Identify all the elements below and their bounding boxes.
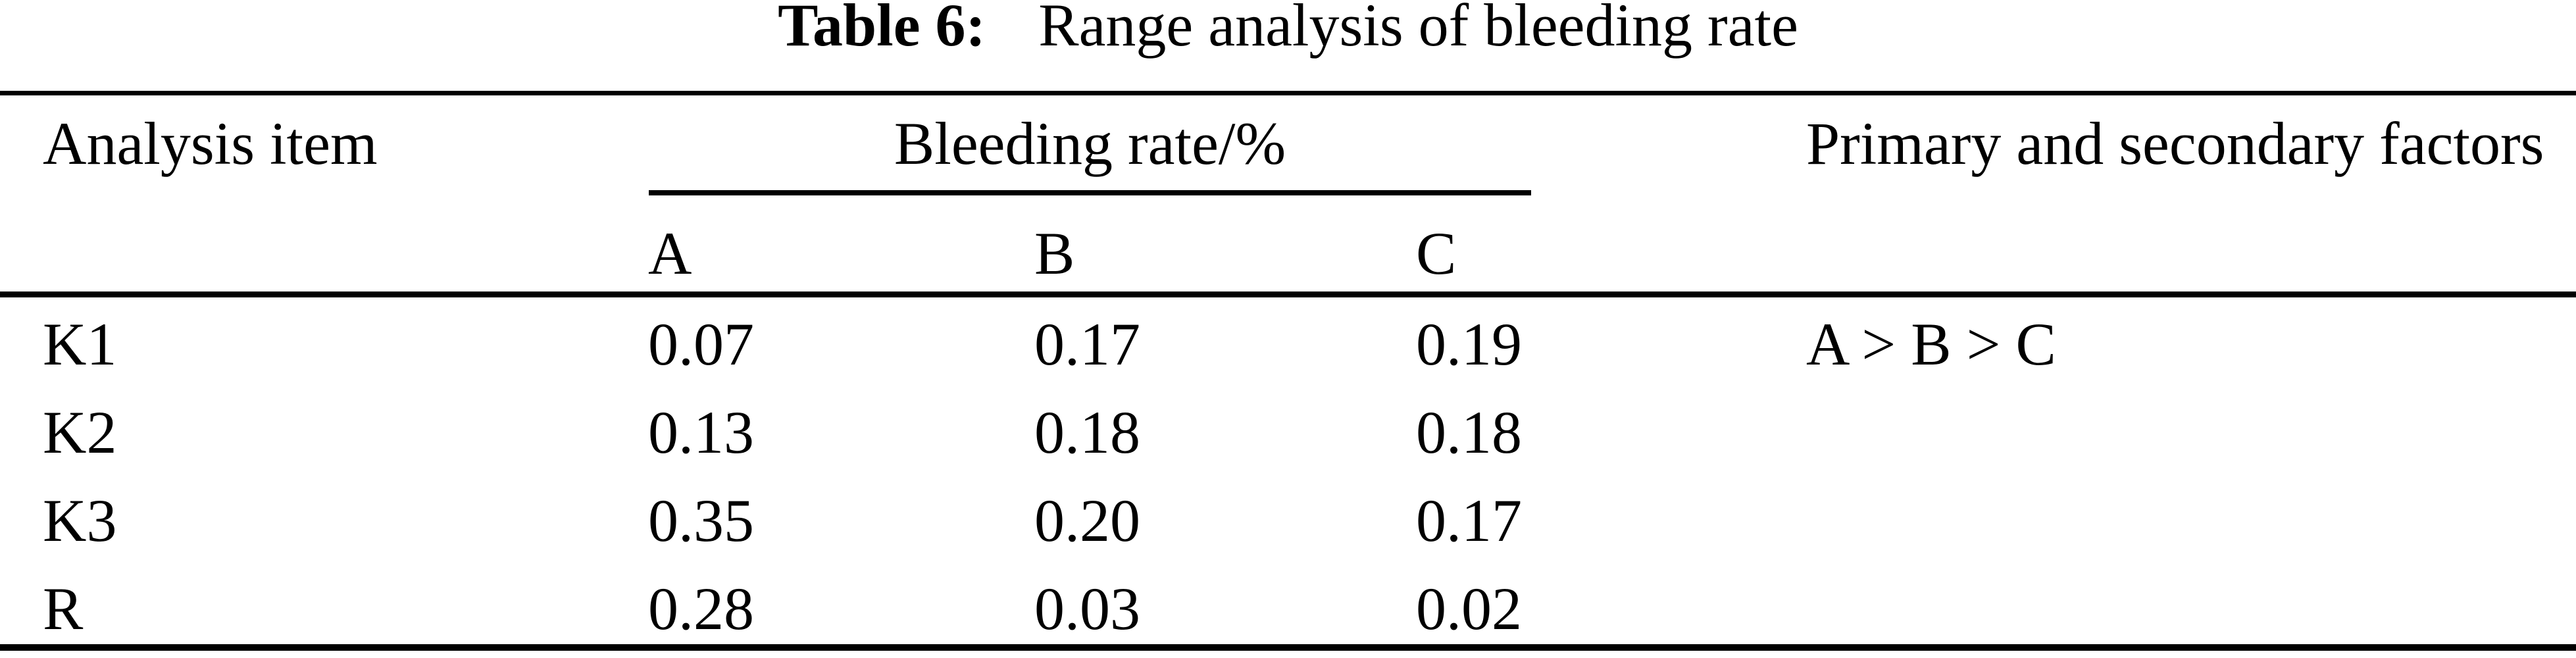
value-c: 0.19: [1416, 311, 1522, 378]
value-a: 0.07: [648, 311, 754, 378]
row-label: K2: [43, 399, 117, 466]
rule-header-bottom: [0, 291, 2576, 297]
value-c: 0.17: [1416, 487, 1522, 554]
value-b: 0.17: [1034, 311, 1140, 378]
bleeding-rate-underline: [649, 190, 1531, 195]
factors-value: A > B > C: [1806, 311, 2056, 378]
analysis-item-header: Analysis item: [43, 110, 378, 177]
value-b: 0.18: [1034, 399, 1140, 466]
bleeding-rate-group-header: Bleeding rate/%: [894, 110, 1286, 177]
row-label: K1: [43, 311, 117, 378]
rule-top: [0, 91, 2576, 95]
subcolumn-b-header: B: [1034, 220, 1075, 287]
caption-text: Range analysis of bleeding rate: [1038, 0, 1798, 59]
table-caption: Table 6: Range analysis of bleeding rate: [0, 0, 2576, 55]
factors-header: Primary and secondary factors: [1806, 110, 2544, 177]
subcolumn-a-header: A: [648, 220, 692, 287]
caption-label: Table 6:: [778, 0, 986, 59]
value-a: 0.35: [648, 487, 754, 554]
value-b: 0.20: [1034, 487, 1140, 554]
value-a: 0.13: [648, 399, 754, 466]
row-label: R: [43, 575, 84, 642]
value-c: 0.02: [1416, 575, 1522, 642]
value-c: 0.18: [1416, 399, 1522, 466]
row-label: K3: [43, 487, 117, 554]
rule-bottom: [0, 644, 2576, 651]
value-a: 0.28: [648, 575, 754, 642]
value-b: 0.03: [1034, 575, 1140, 642]
subcolumn-c-header: C: [1416, 220, 1457, 287]
